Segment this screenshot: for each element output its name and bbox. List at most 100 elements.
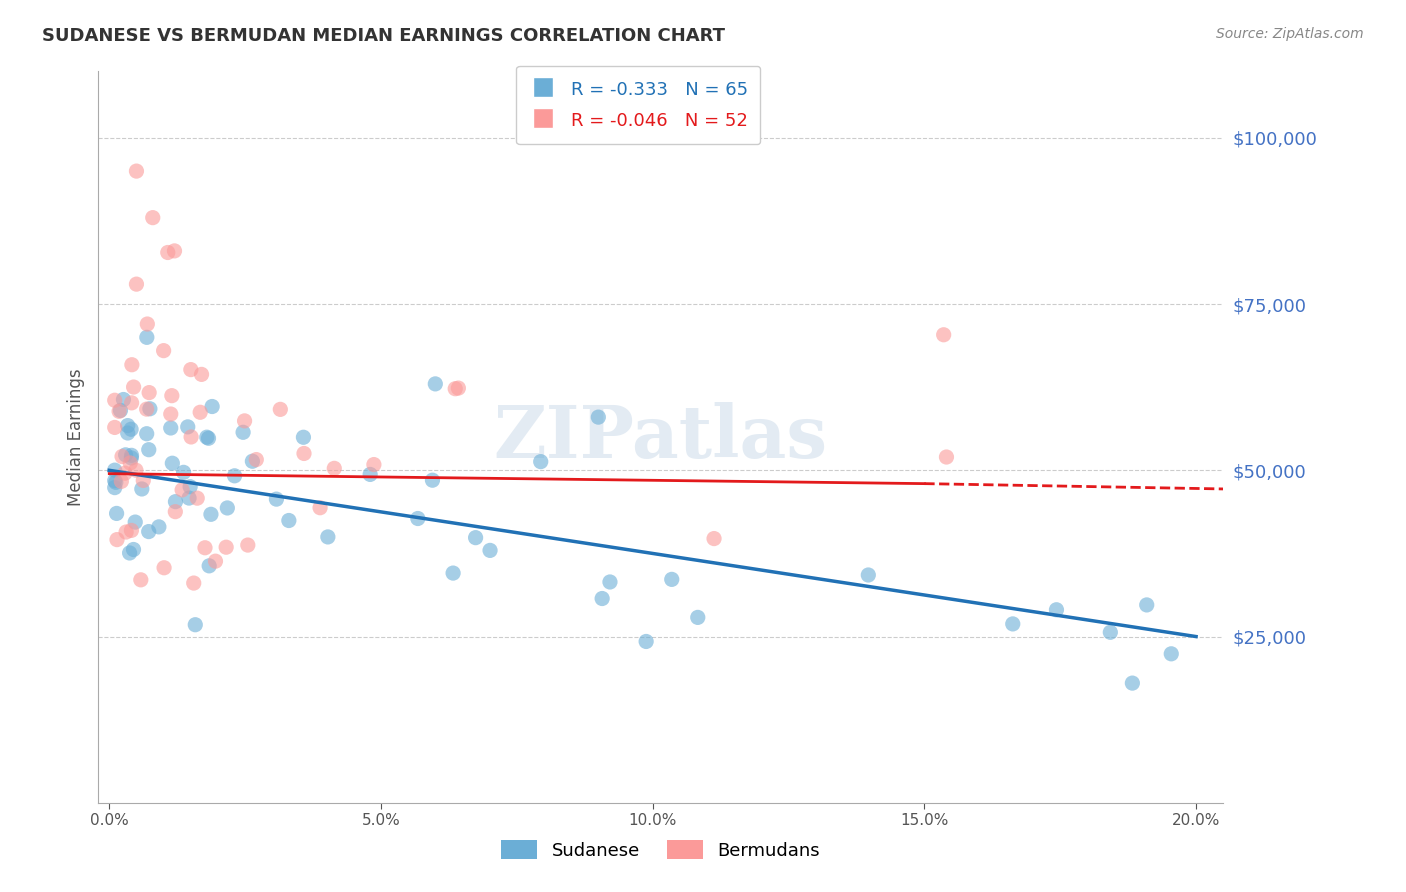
Point [159, 421, 181, 435]
Point [104, 475, 127, 490]
Point [686, 610, 709, 624]
Point [120, 450, 142, 465]
Point [1001, 616, 1024, 631]
Point [935, 450, 957, 464]
Point [245, 452, 267, 467]
Text: Source: ZipAtlas.com: Source: ZipAtlas.com [1216, 27, 1364, 41]
Point [266, 492, 288, 507]
Point [215, 540, 238, 554]
Point [153, 561, 176, 575]
Point [129, 573, 152, 587]
Point [120, 524, 142, 538]
Point [204, 554, 226, 568]
Point [186, 491, 208, 505]
Point [121, 448, 143, 462]
Point [122, 542, 145, 557]
Point [188, 405, 211, 419]
Point [110, 475, 132, 489]
Point [104, 420, 127, 434]
Point [122, 380, 145, 394]
Point [406, 511, 429, 525]
Y-axis label: Median Earnings: Median Earnings [66, 368, 84, 506]
Point [124, 515, 146, 529]
Point [115, 524, 138, 539]
Point [197, 431, 219, 445]
Point [217, 500, 239, 515]
Point [242, 454, 264, 468]
Point [173, 466, 195, 480]
Point [120, 422, 142, 436]
Text: SUDANESE VS BERMUDAN MEDIAN EARNINGS CORRELATION CHART: SUDANESE VS BERMUDAN MEDIAN EARNINGS COR… [42, 27, 725, 45]
Point [135, 402, 157, 417]
Point [464, 531, 486, 545]
Point [111, 450, 134, 464]
Point [160, 389, 183, 403]
Point [184, 617, 207, 632]
Point [112, 392, 135, 407]
Point [135, 426, 157, 441]
Point [441, 566, 464, 580]
Point [530, 455, 553, 469]
Point [104, 393, 127, 408]
Point [159, 407, 181, 421]
Legend: Sudanese, Bermudans: Sudanese, Bermudans [494, 833, 828, 867]
Point [125, 277, 148, 292]
Point [359, 467, 381, 482]
Point [165, 505, 187, 519]
Point [1121, 676, 1143, 690]
Point [105, 507, 128, 521]
Point [180, 430, 202, 444]
Point [363, 458, 385, 472]
Point [599, 574, 621, 589]
Point [194, 541, 217, 555]
Point [444, 382, 467, 396]
Point [479, 543, 502, 558]
Point [323, 461, 346, 475]
Point [136, 317, 159, 331]
Point [309, 500, 332, 515]
Point [425, 376, 447, 391]
Point [138, 524, 160, 539]
Point [636, 634, 658, 648]
Point [163, 244, 186, 258]
Point [316, 530, 339, 544]
Point [277, 514, 299, 528]
Point [110, 403, 132, 417]
Point [198, 558, 221, 573]
Point [858, 568, 880, 582]
Point [1045, 603, 1067, 617]
Point [156, 245, 179, 260]
Point [121, 396, 143, 410]
Point [105, 533, 128, 547]
Point [179, 480, 201, 494]
Point [131, 482, 153, 496]
Point [422, 473, 444, 487]
Point [447, 381, 470, 395]
Point [1160, 647, 1182, 661]
Point [236, 538, 259, 552]
Point [190, 368, 212, 382]
Point [292, 430, 315, 444]
Point [132, 474, 155, 488]
Point [118, 546, 141, 560]
Point [172, 483, 194, 497]
Point [108, 404, 131, 418]
Point [201, 400, 224, 414]
Point [114, 448, 136, 462]
Point [932, 327, 955, 342]
Point [114, 466, 136, 480]
Point [135, 330, 157, 344]
Point [195, 430, 218, 444]
Point [224, 468, 246, 483]
Point [142, 211, 165, 225]
Point [703, 532, 725, 546]
Point [183, 576, 205, 591]
Point [180, 362, 202, 376]
Point [269, 402, 291, 417]
Point [125, 164, 148, 178]
Text: ZIPatlas: ZIPatlas [494, 401, 828, 473]
Point [292, 446, 315, 460]
Point [117, 418, 139, 433]
Point [177, 491, 200, 505]
Point [117, 425, 139, 440]
